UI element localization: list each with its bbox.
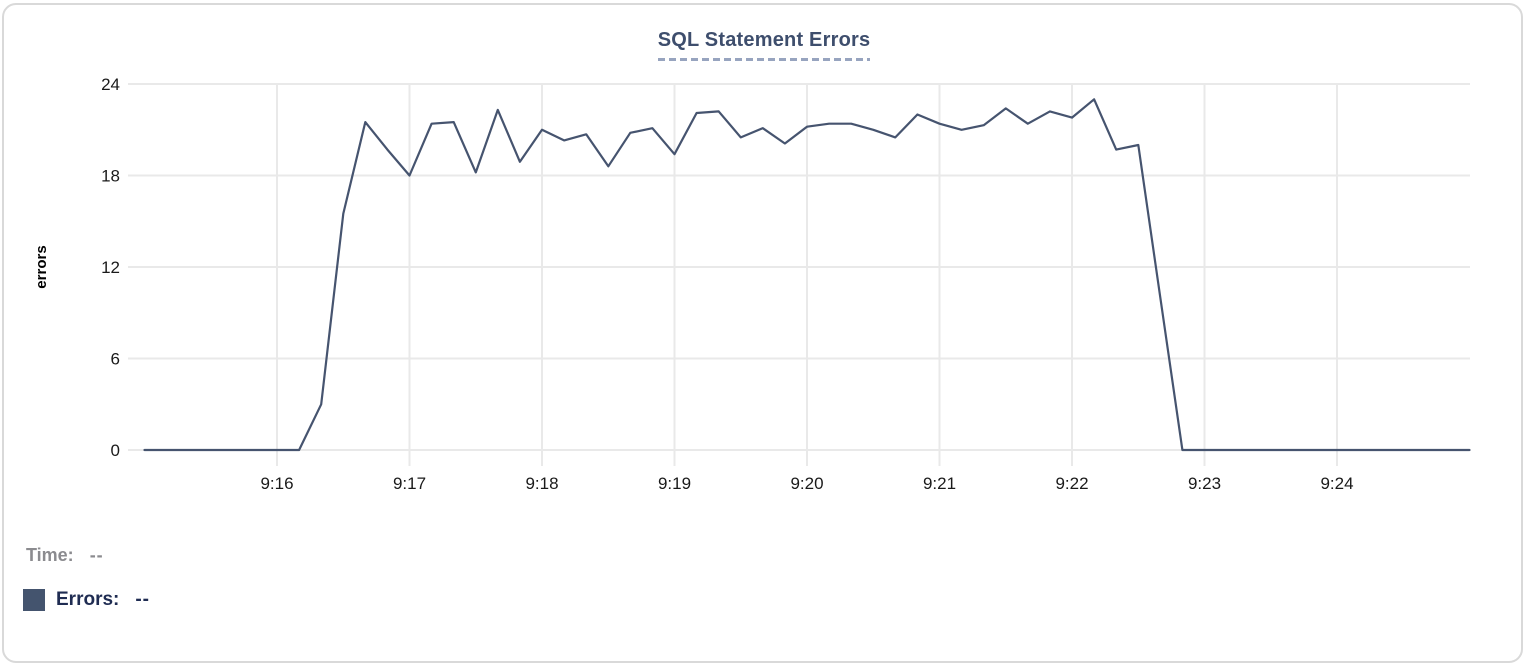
chart-plot-area[interactable]: 0 6 12 18 24 9:16 9:17 9:18 9:19 9:20 9:21 9:22 9:23… xyxy=(0,0,1528,510)
x-tick-label: 9:18 xyxy=(525,474,558,493)
y-tick-label: 18 xyxy=(101,167,120,186)
y-tick-label: 0 xyxy=(111,441,120,460)
chart-title[interactable]: SQL Statement Errors xyxy=(658,29,871,61)
legend-time-value: -- xyxy=(89,545,104,565)
x-tick-label: 9:21 xyxy=(923,474,956,493)
legend-row-errors: Errors: -- xyxy=(23,589,150,611)
legend-time-label: Time: xyxy=(26,545,74,565)
legend-errors-label: Errors: xyxy=(56,589,120,610)
x-tick-label: 9:20 xyxy=(790,474,823,493)
axis-tick-labels: 0 6 12 18 24 9:16 9:17 9:18 9:19 9:20 9:21 9:22 9:23… xyxy=(101,75,1353,493)
legend-errors-value: -- xyxy=(135,589,151,610)
legend-row-time: Time: -- xyxy=(26,545,104,566)
y-tick-label: 12 xyxy=(101,258,120,277)
x-tick-label: 9:23 xyxy=(1188,474,1221,493)
x-tick-label: 9:24 xyxy=(1320,474,1353,493)
errors-series-line[interactable] xyxy=(143,98,1471,452)
errors-series-swatch-icon xyxy=(23,589,45,611)
x-tick-label: 9:22 xyxy=(1055,474,1088,493)
y-axis-label: errors xyxy=(33,245,50,288)
y-tick-label: 6 xyxy=(111,350,120,369)
chart-header: SQL Statement Errors xyxy=(0,29,1528,61)
x-tick-label: 9:17 xyxy=(393,474,426,493)
chart-card xyxy=(2,3,1523,663)
grid-lines xyxy=(128,83,1470,466)
x-tick-label: 9:16 xyxy=(260,474,293,493)
x-tick-label: 9:19 xyxy=(658,474,691,493)
y-tick-label: 24 xyxy=(101,75,120,94)
